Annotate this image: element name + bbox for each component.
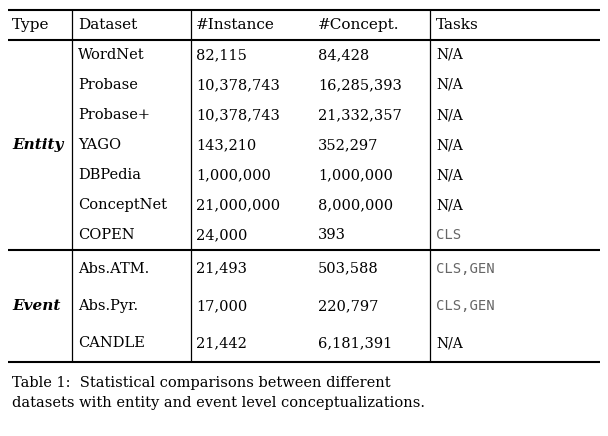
Text: 82,115: 82,115: [196, 48, 247, 62]
Text: 16,285,393: 16,285,393: [318, 78, 402, 92]
Text: datasets with entity and event level conceptualizations.: datasets with entity and event level con…: [12, 396, 425, 410]
Text: 21,442: 21,442: [196, 336, 247, 351]
Text: Probase+: Probase+: [78, 108, 150, 122]
Text: 1,000,000: 1,000,000: [318, 168, 393, 182]
Text: CLS: CLS: [436, 228, 461, 242]
Text: N/A: N/A: [436, 336, 463, 351]
Text: N/A: N/A: [436, 108, 463, 122]
Text: DBPedia: DBPedia: [78, 168, 141, 182]
Text: CANDLE: CANDLE: [78, 336, 145, 351]
Text: N/A: N/A: [436, 138, 463, 152]
Text: 21,332,357: 21,332,357: [318, 108, 402, 122]
Text: Table 1:  Statistical comparisons between different: Table 1: Statistical comparisons between…: [12, 376, 390, 390]
Text: COPEN: COPEN: [78, 228, 134, 242]
Text: ConceptNet: ConceptNet: [78, 198, 167, 212]
Text: N/A: N/A: [436, 198, 463, 212]
Text: Event: Event: [12, 299, 60, 313]
Text: CLS,GEN: CLS,GEN: [436, 262, 495, 276]
Text: Tasks: Tasks: [436, 18, 478, 32]
Text: 8,000,000: 8,000,000: [318, 198, 393, 212]
Text: 393: 393: [318, 228, 346, 242]
Text: N/A: N/A: [436, 78, 463, 92]
Text: WordNet: WordNet: [78, 48, 145, 62]
Text: N/A: N/A: [436, 168, 463, 182]
Text: Probase: Probase: [78, 78, 138, 92]
Text: 21,000,000: 21,000,000: [196, 198, 280, 212]
Text: 21,493: 21,493: [196, 262, 247, 276]
Text: 10,378,743: 10,378,743: [196, 108, 280, 122]
Text: 24,000: 24,000: [196, 228, 247, 242]
Text: Entity: Entity: [12, 138, 63, 152]
Text: #Concept.: #Concept.: [318, 18, 399, 32]
Text: 352,297: 352,297: [318, 138, 378, 152]
Text: Type: Type: [12, 18, 49, 32]
Text: Abs.ATM.: Abs.ATM.: [78, 262, 149, 276]
Text: 10,378,743: 10,378,743: [196, 78, 280, 92]
Text: 143,210: 143,210: [196, 138, 256, 152]
Text: 1,000,000: 1,000,000: [196, 168, 271, 182]
Text: #Instance: #Instance: [196, 18, 275, 32]
Text: 503,588: 503,588: [318, 262, 379, 276]
Text: YAGO: YAGO: [78, 138, 121, 152]
Text: 17,000: 17,000: [196, 299, 247, 313]
Text: Dataset: Dataset: [78, 18, 137, 32]
Text: 6,181,391: 6,181,391: [318, 336, 392, 351]
Text: 220,797: 220,797: [318, 299, 378, 313]
Text: CLS,GEN: CLS,GEN: [436, 299, 495, 313]
Text: Abs.Pyr.: Abs.Pyr.: [78, 299, 138, 313]
Text: 84,428: 84,428: [318, 48, 369, 62]
Text: N/A: N/A: [436, 48, 463, 62]
